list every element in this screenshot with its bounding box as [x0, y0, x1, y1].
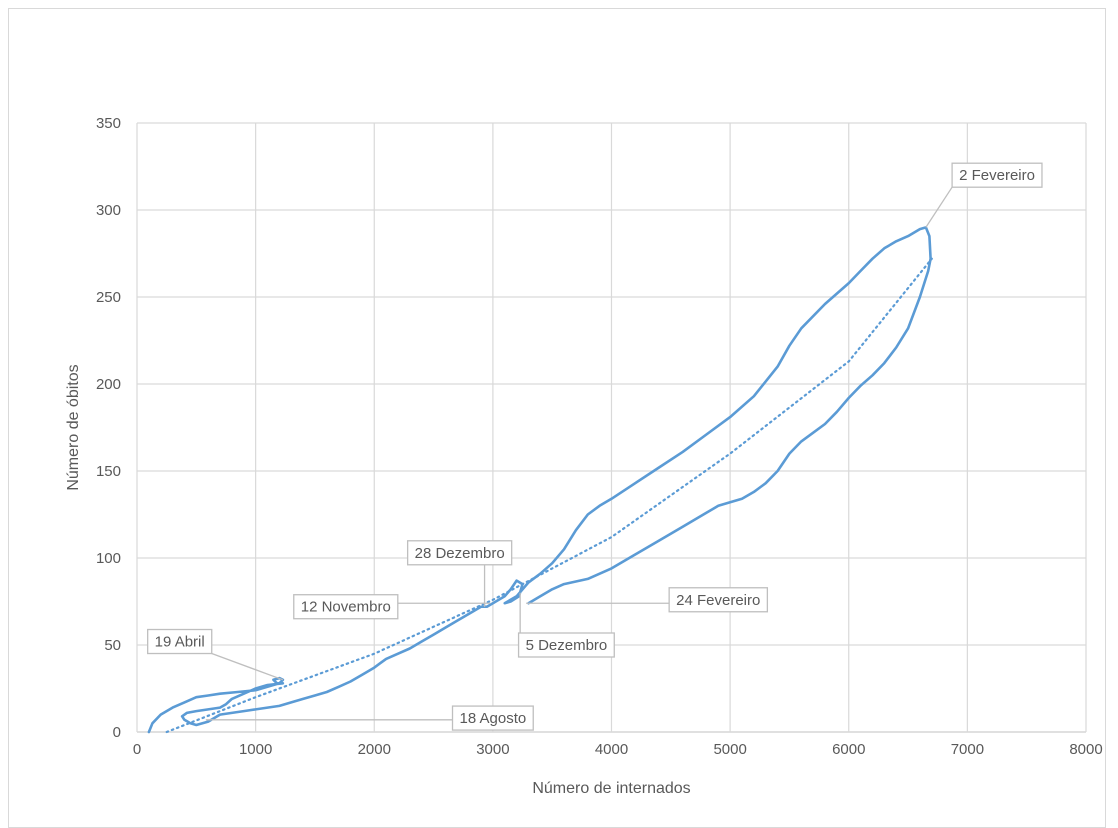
- annotation-callout: 18 Agosto: [205, 705, 534, 731]
- annotation-box: [451, 705, 534, 731]
- annotation-leader-line: [211, 652, 284, 681]
- y-axis-title: Número de óbitos: [65, 364, 82, 490]
- annotation-label: 2 Fevereiro: [959, 167, 1035, 184]
- annotation-box: [406, 540, 513, 566]
- x-tick-label: 6000: [832, 741, 865, 758]
- y-tick-label: 250: [96, 289, 121, 306]
- annotation-label: 28 Dezembro: [415, 545, 505, 562]
- x-tick-label: 2000: [358, 741, 391, 758]
- annotation-label: 18 Agosto: [460, 710, 527, 727]
- x-axis-title: Número de internados: [532, 780, 690, 797]
- x-tick-label: 1000: [239, 741, 272, 758]
- annotation-callout: 12 Novembro: [293, 594, 491, 620]
- annotation-layer: 2 Fevereiro 28 Dezembro 12 Novembro 24 Feve…: [147, 162, 1043, 731]
- annotation-callout: 19 Abril: [147, 628, 284, 681]
- annotation-callout: 5 Dezembro: [517, 592, 615, 658]
- y-tick-label: 200: [96, 376, 121, 393]
- annotation-label: 19 Abril: [155, 634, 205, 651]
- annotation-leader-line: [925, 186, 953, 228]
- data-series-line: [147, 226, 932, 734]
- y-tick-label: 50: [104, 637, 121, 654]
- annotation-callout: 28 Dezembro: [406, 540, 513, 607]
- x-tick-label: 3000: [476, 741, 509, 758]
- chart-frame: [8, 8, 1106, 828]
- y-tick-label: 100: [96, 550, 121, 567]
- annotation-label: 12 Novembro: [301, 599, 391, 616]
- annotation-callout: 24 Fevereiro: [526, 587, 769, 613]
- x-tick-label: 7000: [951, 741, 984, 758]
- x-tick-label: 8000: [1069, 741, 1102, 758]
- annotation-box: [951, 162, 1043, 188]
- x-tick-label: 0: [133, 741, 141, 758]
- y-tick-label: 300: [96, 202, 121, 219]
- chart-canvas: 2 Fevereiro 28 Dezembro 12 Novembro 24 Feve…: [65, 115, 1103, 797]
- annotation-box: [668, 587, 769, 613]
- annotation-box: [147, 628, 213, 655]
- y-tick-label: 0: [113, 724, 121, 741]
- annotation-label: 5 Dezembro: [526, 637, 608, 654]
- tick-labels: 0 1000 2000 3000 4000 5000 6000 7000 8000 0 50 100 1…: [96, 115, 1103, 758]
- y-tick-label: 350: [96, 115, 121, 132]
- series-layer: [147, 226, 933, 734]
- trendline-series: [165, 257, 933, 734]
- x-tick-label: 4000: [595, 741, 628, 758]
- annotation-callout: 2 Fevereiro: [925, 162, 1043, 228]
- annotation-label: 24 Fevereiro: [676, 592, 760, 609]
- annotation-box: [517, 632, 615, 658]
- annotation-box: [293, 594, 399, 620]
- y-tick-label: 150: [96, 463, 121, 480]
- x-tick-label: 5000: [713, 741, 746, 758]
